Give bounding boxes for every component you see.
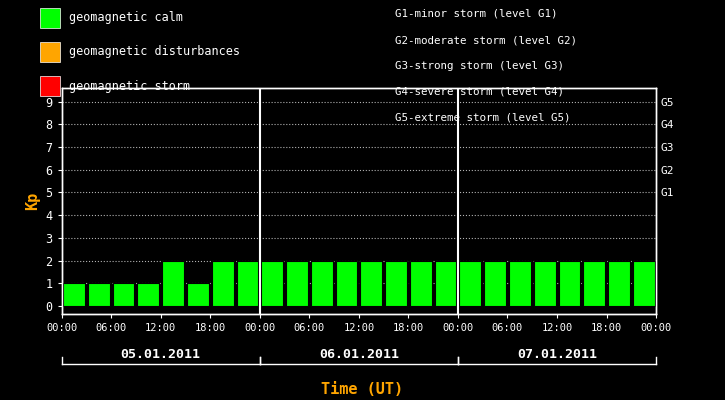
Bar xyxy=(584,261,605,306)
Bar xyxy=(460,261,481,306)
Text: Time (UT): Time (UT) xyxy=(321,382,404,398)
Bar xyxy=(509,261,531,306)
Bar xyxy=(162,261,184,306)
Text: G5-extreme storm (level G5): G5-extreme storm (level G5) xyxy=(395,113,571,123)
Bar xyxy=(138,283,160,306)
Text: geomagnetic calm: geomagnetic calm xyxy=(69,12,183,24)
Bar xyxy=(385,261,407,306)
Bar xyxy=(63,283,85,306)
Bar xyxy=(286,261,308,306)
Text: 06.01.2011: 06.01.2011 xyxy=(319,348,399,360)
Text: G1-minor storm (level G1): G1-minor storm (level G1) xyxy=(395,9,558,19)
Bar xyxy=(112,283,134,306)
Bar xyxy=(360,261,382,306)
Bar xyxy=(608,261,630,306)
Bar xyxy=(236,261,258,306)
Text: G3-strong storm (level G3): G3-strong storm (level G3) xyxy=(395,61,564,71)
Bar xyxy=(534,261,555,306)
Bar xyxy=(336,261,357,306)
Bar xyxy=(261,261,283,306)
Bar xyxy=(633,261,655,306)
Text: G2-moderate storm (level G2): G2-moderate storm (level G2) xyxy=(395,35,577,45)
Bar xyxy=(558,261,580,306)
Text: 07.01.2011: 07.01.2011 xyxy=(517,348,597,360)
Text: G4-severe storm (level G4): G4-severe storm (level G4) xyxy=(395,87,564,97)
Bar xyxy=(88,283,109,306)
Bar xyxy=(484,261,506,306)
Bar xyxy=(187,283,209,306)
Bar xyxy=(410,261,431,306)
Text: geomagnetic storm: geomagnetic storm xyxy=(69,80,190,92)
Bar xyxy=(435,261,457,306)
Text: 05.01.2011: 05.01.2011 xyxy=(120,348,201,360)
Text: geomagnetic disturbances: geomagnetic disturbances xyxy=(69,46,240,58)
Bar xyxy=(212,261,233,306)
Bar xyxy=(311,261,333,306)
Y-axis label: Kp: Kp xyxy=(25,192,40,210)
